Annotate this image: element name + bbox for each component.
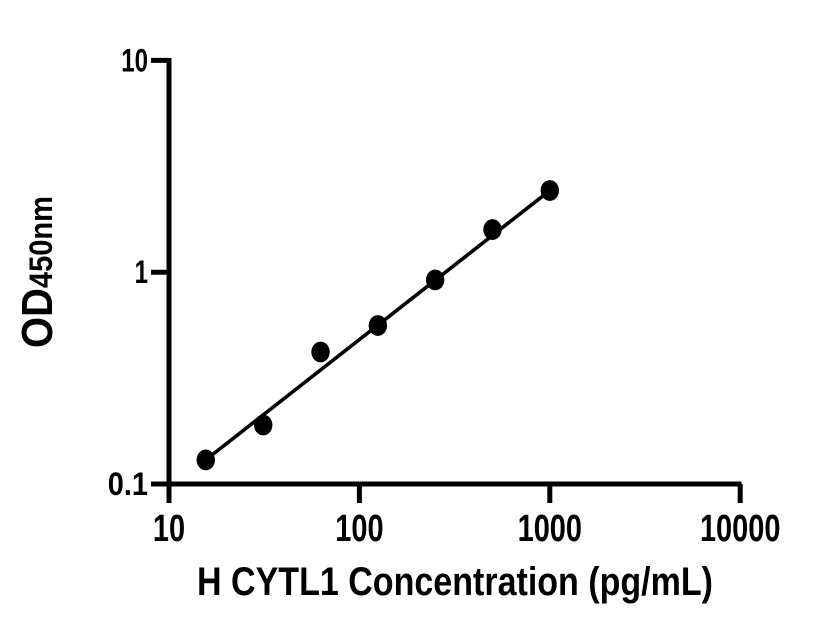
data-point <box>483 219 502 240</box>
x-axis-tick-label: 1000 <box>518 508 582 550</box>
data-point <box>540 180 559 201</box>
data-point <box>425 269 445 291</box>
y-axis-title: OD450nm <box>13 196 62 348</box>
data-point <box>196 449 215 471</box>
y-axis-title-main: OD <box>13 288 62 348</box>
y-axis-title-subscript: 450nm <box>23 196 59 288</box>
y-axis-tick-label: 0.1 <box>108 466 148 502</box>
data-point <box>254 414 273 436</box>
x-axis-tick-label: 100 <box>335 508 383 550</box>
x-axis-tick-label: 10000 <box>700 508 781 550</box>
y-axis-tick-label: 1 <box>135 254 148 290</box>
x-axis-title: H CYTL1 Concentration (pg/mL) <box>197 560 713 604</box>
data-point <box>311 341 330 363</box>
y-axis-tick-label: 10 <box>121 42 148 78</box>
x-axis-tick-label: 10 <box>153 508 185 550</box>
data-point <box>368 315 388 336</box>
